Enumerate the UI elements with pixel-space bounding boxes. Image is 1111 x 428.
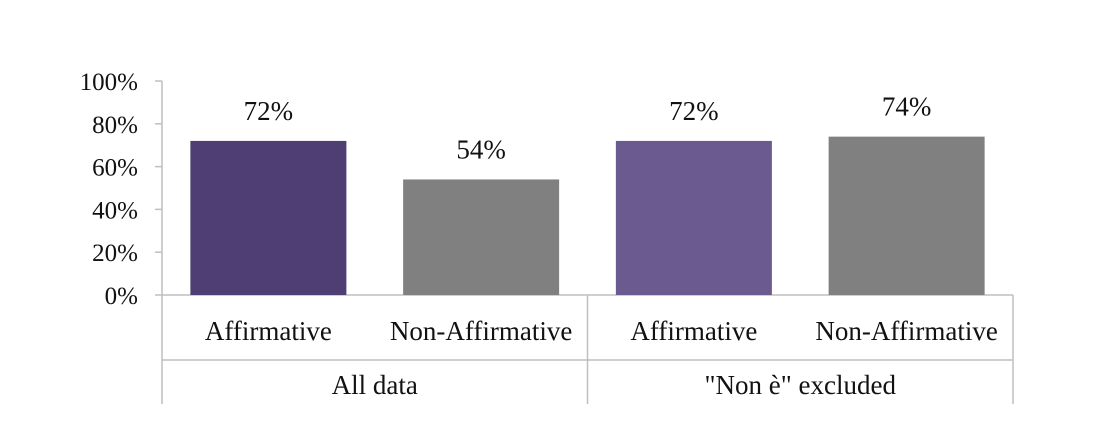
category-label: Affirmative — [630, 316, 757, 346]
bar — [615, 140, 772, 295]
y-tick-label: 20% — [92, 240, 138, 267]
group-label: All data — [332, 370, 418, 400]
chart-labels: 72% Affirmative 54% Non-Affirmative All data… — [205, 92, 998, 400]
y-tick-label: 60% — [92, 155, 138, 182]
bar — [403, 179, 560, 295]
chart-bars — [190, 136, 985, 295]
data-label: 72% — [669, 96, 719, 126]
y-tick-label: 0% — [105, 283, 138, 310]
y-tick-label: 100% — [80, 69, 138, 96]
category-label: Non-Affirmative — [390, 316, 572, 346]
bar — [190, 140, 347, 295]
y-tick-label: 40% — [92, 197, 138, 224]
category-label: Affirmative — [205, 316, 332, 346]
group-label: "Non è" excluded — [705, 370, 897, 400]
chart-axes: 0% 20% 40% 60% 80% 100% — [80, 69, 1014, 404]
bar — [828, 136, 985, 295]
category-label: Non-Affirmative — [815, 316, 997, 346]
y-tick-label: 80% — [92, 112, 138, 139]
data-label: 54% — [456, 134, 506, 164]
data-label: 74% — [882, 92, 932, 122]
data-label: 72% — [244, 96, 294, 126]
